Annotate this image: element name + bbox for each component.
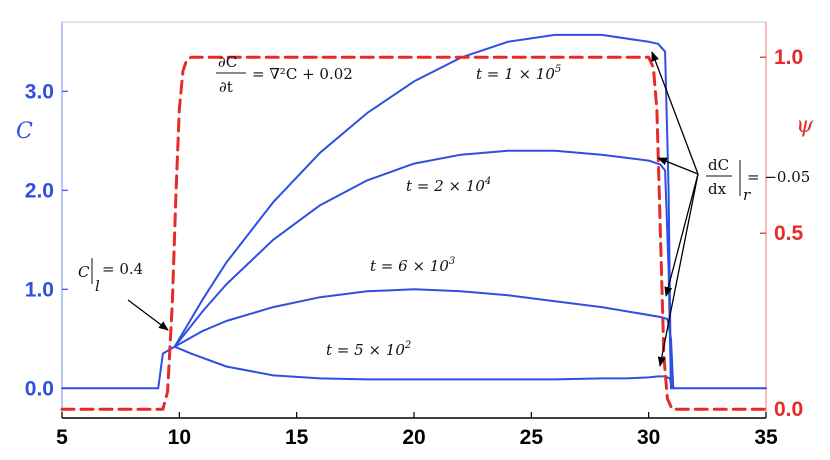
x-tick-label: 20	[402, 426, 425, 449]
svg-text:r: r	[743, 186, 751, 204]
curve-label: t = 2 × 104	[406, 176, 491, 195]
x-tick-label: 15	[285, 426, 309, 449]
y-left-tick-label: 1.0	[25, 278, 54, 301]
x-tick-label: 5	[56, 426, 68, 449]
x-tick-label: 35	[754, 426, 778, 449]
y-right-tick-label: 1.0	[774, 46, 803, 69]
curve-label: t = 1 × 105	[476, 64, 561, 83]
series-layer	[60, 33, 768, 411]
svg-text:= 0.4: = 0.4	[102, 260, 143, 278]
series-t-1e5	[173, 33, 672, 390]
y-axis-left-label: C	[16, 119, 33, 144]
x-tick-label: 30	[637, 426, 660, 449]
tick-layer: 5 10 15 20 25 30 35 0.0 1.0 2.0 3.0 0.0 0.5 1.0	[25, 46, 804, 449]
svg-text:∂C: ∂C	[218, 53, 237, 71]
y-left-tick-label: 2.0	[25, 179, 54, 202]
curve-label-layer: t = 1 × 105 t = 2 × 104 t = 6 × 103 t = 5 ×…	[326, 64, 561, 359]
svg-text:dC: dC	[708, 156, 729, 174]
svg-text:dx: dx	[708, 180, 727, 198]
y-left-tick-label: 0.0	[25, 377, 54, 400]
y-axis-right-label: ψ	[796, 113, 814, 138]
right-bc-annotation: dC dx r = −0.05	[651, 51, 810, 367]
equation-annotation: ∂C ∂t = ∇²C + 0.02	[216, 53, 353, 96]
svg-text:= −0.05: = −0.05	[747, 168, 810, 186]
left-bc-annotation: C l = 0.4	[78, 258, 169, 331]
svg-text:C: C	[78, 263, 90, 281]
svg-text:∂t: ∂t	[219, 78, 233, 96]
y-right-tick-label: 0.0	[774, 398, 803, 421]
series-psi	[60, 55, 768, 411]
curve-label: t = 6 × 103	[370, 256, 455, 275]
curve-label: t = 5 × 102	[326, 340, 411, 359]
y-left-tick-label: 3.0	[25, 80, 54, 103]
plot-frame	[61, 21, 767, 419]
series-t-5e2	[61, 345, 767, 390]
y-right-tick-label: 0.5	[774, 222, 804, 245]
x-tick-label: 25	[520, 426, 544, 449]
svg-text:= ∇²C + 0.02: = ∇²C + 0.02	[252, 65, 353, 83]
series-t-2e4	[173, 149, 672, 390]
x-tick-label: 10	[168, 426, 191, 449]
series-t-6e3	[173, 288, 675, 390]
svg-text:l: l	[95, 277, 100, 295]
